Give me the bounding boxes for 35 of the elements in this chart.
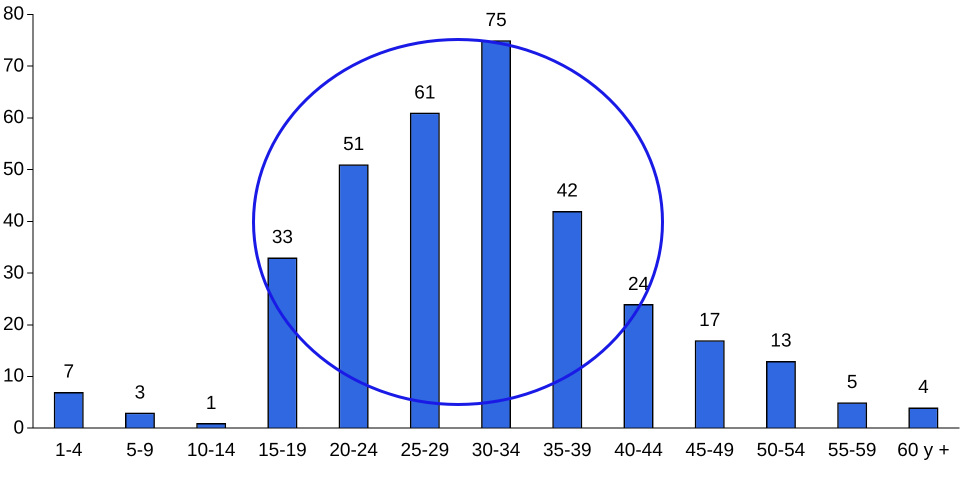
x-tick-label: 25-29 bbox=[400, 440, 450, 461]
x-tick-label: 20-24 bbox=[329, 440, 378, 461]
data-label: 24 bbox=[628, 274, 650, 295]
x-tick-label: 40-44 bbox=[614, 440, 664, 461]
data-label: 17 bbox=[699, 310, 720, 331]
data-label: 3 bbox=[134, 382, 146, 404]
y-tick-label: 60 bbox=[2, 107, 24, 128]
data-label: 33 bbox=[272, 227, 293, 248]
data-label: 4 bbox=[918, 377, 930, 398]
x-tick-label: 1-4 bbox=[55, 440, 83, 461]
data-label: 51 bbox=[343, 134, 364, 156]
x-tick-label: 50-54 bbox=[756, 440, 806, 461]
x-tick-label: 45-49 bbox=[685, 440, 734, 461]
y-tick-label: 80 bbox=[2, 4, 24, 25]
y-tick-label: 50 bbox=[2, 158, 24, 180]
y-tick-label: 70 bbox=[2, 55, 24, 76]
data-label: 42 bbox=[556, 180, 578, 202]
y-tick-label: 40 bbox=[2, 210, 24, 232]
y-tick-label: 0 bbox=[14, 417, 24, 438]
data-label: 5 bbox=[846, 372, 858, 394]
data-label: 75 bbox=[485, 10, 507, 31]
x-tick-label: 15-19 bbox=[258, 440, 307, 461]
y-tick-label: 20 bbox=[2, 314, 24, 335]
data-label: 61 bbox=[414, 82, 436, 104]
y-tick-label: 10 bbox=[2, 366, 24, 387]
x-tick-label: 35-39 bbox=[542, 440, 592, 461]
x-tick-label: 30-34 bbox=[472, 440, 521, 461]
data-label: 1 bbox=[206, 392, 216, 414]
data-label: 7 bbox=[63, 362, 74, 383]
x-tick-label: 55-59 bbox=[828, 440, 876, 461]
x-tick-label: 10-14 bbox=[186, 440, 236, 461]
data-label: 13 bbox=[770, 330, 792, 352]
x-tick-label: 60 y + bbox=[897, 440, 950, 461]
x-tick-label: 5-9 bbox=[126, 440, 154, 461]
y-tick-label: 30 bbox=[2, 262, 24, 284]
